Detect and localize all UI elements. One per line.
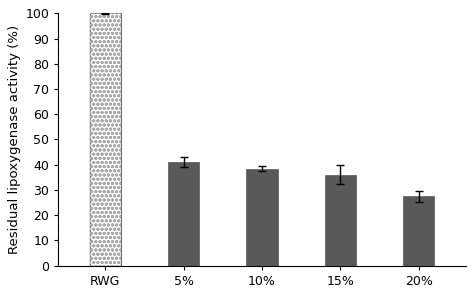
Bar — [90, 13, 121, 266]
Bar — [403, 196, 434, 266]
Bar — [246, 168, 278, 266]
Bar — [90, 13, 121, 266]
Y-axis label: Residual lipoxygenase activity (%): Residual lipoxygenase activity (%) — [9, 25, 21, 254]
Bar — [168, 162, 200, 266]
Bar — [325, 175, 356, 266]
